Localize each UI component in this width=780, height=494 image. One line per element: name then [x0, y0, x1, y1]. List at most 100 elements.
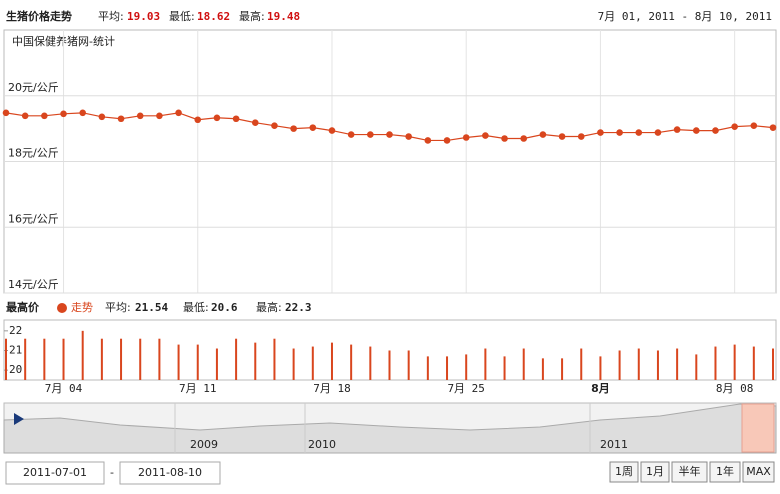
bar [676, 348, 679, 380]
bar [407, 350, 410, 380]
price-point [194, 116, 202, 124]
price-point [290, 125, 297, 132]
bar [426, 356, 429, 380]
bar [120, 338, 123, 380]
y-tick-label: 21 [9, 343, 22, 356]
bar [446, 356, 449, 380]
price-point [2, 109, 10, 117]
price-point [328, 127, 336, 134]
bar [81, 330, 84, 380]
bar-title: 最高价 [6, 300, 40, 314]
stat-value: 20.6 [211, 301, 238, 314]
price-point [443, 137, 451, 144]
price-point [367, 131, 374, 138]
bar [618, 350, 621, 380]
x-tick-label: 7月 18 [313, 382, 351, 395]
x-tick-label: 8月 [591, 382, 610, 395]
bar [177, 344, 180, 380]
date-separator: - [110, 466, 114, 479]
stat-value: 19.03 [127, 10, 160, 23]
date-range: 7月 01, 2011 - 8月 10, 2011 [598, 10, 772, 23]
bar [62, 338, 65, 380]
price-point [21, 112, 29, 120]
price-point [98, 113, 106, 121]
y-tick-label: 20元/公斤 [8, 81, 59, 94]
start-date: 2011-07-01 [23, 466, 87, 479]
price-point [750, 122, 758, 129]
bar [484, 348, 487, 380]
range-button[interactable] [609, 461, 639, 483]
stat-label: 最高: [256, 300, 282, 314]
navigator-handle[interactable] [14, 413, 24, 425]
price-point [693, 127, 700, 134]
price-point [271, 122, 278, 129]
price-point [405, 133, 412, 140]
price-point [60, 110, 67, 118]
navigator-area [3, 403, 777, 454]
bar [24, 338, 27, 380]
range-button[interactable] [742, 461, 775, 483]
legend-label: 走势 [71, 301, 93, 314]
range-button-label: 1月 [646, 465, 664, 478]
bar [733, 344, 736, 380]
y-tick-label: 18元/公斤 [8, 147, 59, 160]
bar [311, 346, 314, 380]
stat-value: 21.54 [135, 301, 168, 314]
price-point [232, 115, 240, 123]
price-point [213, 114, 221, 122]
end-date-input[interactable] [119, 461, 221, 485]
y-tick-label: 14元/公斤 [8, 278, 59, 291]
start-date-input[interactable] [5, 461, 105, 485]
price-point [386, 131, 393, 138]
navigator-selection[interactable] [741, 403, 775, 453]
end-date: 2011-08-10 [138, 466, 202, 479]
range-button[interactable] [709, 461, 741, 483]
x-tick-label: 7月 04 [45, 382, 83, 395]
price-point [539, 131, 547, 138]
navigator-label: 2009 [190, 438, 218, 451]
price-point [501, 135, 508, 142]
stat-label: 最高: [239, 9, 265, 23]
bar [465, 354, 468, 380]
range-button-label: 1年 [716, 464, 734, 478]
bar [599, 356, 602, 380]
stat-value: 19.48 [267, 10, 300, 23]
stat-label: 最低: [183, 301, 209, 314]
price-point [520, 135, 528, 142]
bar [656, 350, 659, 380]
price-point [482, 132, 489, 139]
range-button[interactable] [671, 461, 708, 483]
navigator-label: 2011 [600, 438, 628, 451]
bar [388, 350, 391, 380]
bar [714, 346, 717, 380]
navigator-label: 2010 [308, 438, 336, 451]
price-point [347, 131, 355, 138]
bar [235, 338, 238, 380]
range-button-label: 半年 [679, 464, 701, 478]
price-point [616, 129, 623, 136]
bar [637, 348, 640, 380]
y-tick-label: 22 [9, 324, 22, 337]
price-point [577, 133, 585, 140]
x-tick-label: 8月 08 [716, 382, 754, 395]
bar [330, 342, 333, 380]
bar [100, 338, 103, 380]
navigator[interactable]: 2009 2010 2011 [3, 402, 777, 454]
bar [522, 348, 525, 380]
range-button[interactable] [640, 461, 670, 483]
price-point [251, 119, 259, 127]
bar [541, 358, 544, 380]
range-button-label: 1周 [615, 465, 633, 478]
bar [580, 348, 583, 380]
price-point [462, 134, 470, 141]
bar [139, 338, 142, 380]
bar [292, 348, 295, 380]
bar [752, 346, 755, 380]
price-point [654, 129, 662, 136]
bar [43, 338, 46, 380]
bar [369, 346, 372, 380]
price-point [156, 112, 163, 120]
bar [772, 348, 774, 380]
bar [503, 356, 506, 380]
